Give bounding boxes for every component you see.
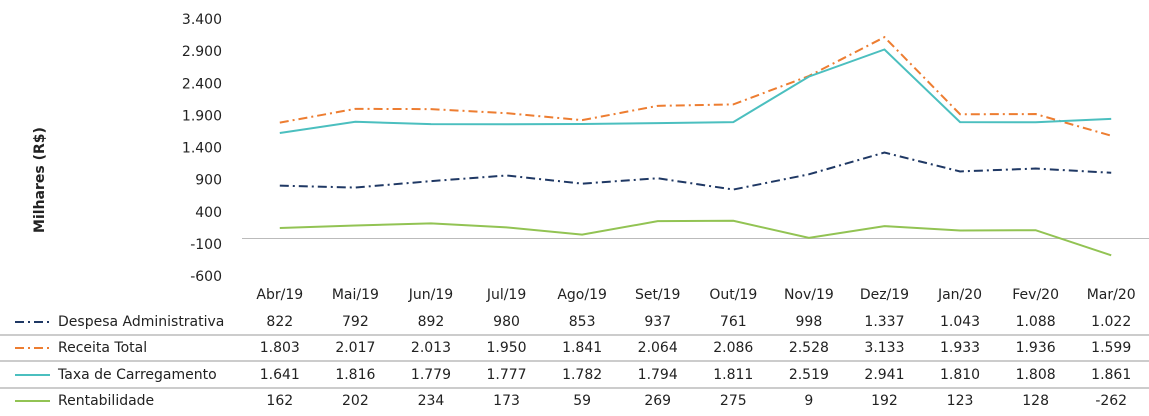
series-line [279,48,1112,135]
table-cell: 980 [493,314,520,330]
x-tick-label: Fev/20 [1012,287,1059,303]
table-cell: 1.811 [713,367,753,383]
legend-label: Rentabilidade [58,393,154,409]
table-cell: 1.808 [1016,367,1056,383]
table-cell: 853 [569,314,596,330]
table-cell: 892 [418,314,445,330]
table-cell: 173 [493,393,520,409]
series-line [279,35,1112,137]
x-tick-label: Jun/19 [408,287,453,303]
table-cell: 192 [871,393,898,409]
table-cell: 1.022 [1091,314,1131,330]
table-cell: 1.779 [411,367,451,383]
table-cell: 202 [342,393,369,409]
y-tick-label: -600 [190,269,222,285]
y-tick-label: 400 [195,205,222,221]
table-cell: 1.861 [1091,367,1131,383]
table-cell: 1.803 [260,340,300,356]
table-cell: 2.017 [335,340,375,356]
x-tick-label: Mai/19 [332,287,379,303]
table-cell: 1.810 [940,367,980,383]
table-cell: 1.794 [638,367,678,383]
legend-label: Receita Total [58,340,147,356]
table-cell: 792 [342,314,369,330]
table-cell: 59 [573,393,591,409]
y-tick-label: 2.400 [182,76,222,92]
table-cell: 1.841 [562,340,602,356]
table-cell: 2.519 [789,367,829,383]
table-cell: 1.933 [940,340,980,356]
table-cell: 822 [266,314,293,330]
table-cell: 1.043 [940,314,980,330]
table-cell: 998 [796,314,823,330]
table-cell: 2.086 [713,340,753,356]
y-tick-label: -100 [190,237,222,253]
table-cell: 1.337 [864,314,904,330]
table-cell: 2.064 [638,340,678,356]
y-tick-label: 1.400 [182,141,222,157]
table-cell: 162 [266,393,293,409]
table-cell: 2.013 [411,340,451,356]
table-cell: 3.133 [864,340,904,356]
x-tick-label: Nov/19 [784,287,834,303]
x-tick-label: Abr/19 [256,287,303,303]
table-cell: 123 [947,393,974,409]
legend-label: Despesa Administrativa [58,314,224,330]
y-tick-label: 900 [195,173,222,189]
x-tick-label: Jan/20 [937,287,982,303]
table-cell: -262 [1095,393,1127,409]
table-cell: 2.941 [864,367,904,383]
legend-label: Taxa de Carregamento [57,367,217,383]
table-cell: 128 [1022,393,1049,409]
table-cell: 234 [418,393,445,409]
x-tick-label: Out/19 [709,287,757,303]
table-cell: 1.816 [335,367,375,383]
table-cell: 1.777 [486,367,526,383]
table-cell: 1.599 [1091,340,1131,356]
table-cell: 1.641 [260,367,300,383]
y-tick-label: 2.900 [182,44,222,60]
x-tick-label: Ago/19 [557,287,607,303]
x-tick-label: Mar/20 [1087,287,1136,303]
table-cell: 269 [644,393,671,409]
table-cell: 937 [644,314,671,330]
series-line [279,151,1112,191]
x-tick-label: Jul/19 [486,287,526,303]
table-cell: 761 [720,314,747,330]
table-cell: 1.782 [562,367,602,383]
table-cell: 1.088 [1016,314,1056,330]
table-cell: 2.528 [789,340,829,356]
table-cell: 1.936 [1016,340,1056,356]
series-line [279,219,1112,257]
x-tick-label: Dez/19 [860,287,909,303]
y-axis-label: Milhares (R$) [32,127,48,233]
y-tick-label: 3.400 [182,12,222,28]
table-cell: 1.950 [486,340,526,356]
y-tick-label: 1.900 [182,108,222,124]
table-cell: 275 [720,393,747,409]
table-cell: 9 [804,393,813,409]
x-tick-label: Set/19 [635,287,681,303]
